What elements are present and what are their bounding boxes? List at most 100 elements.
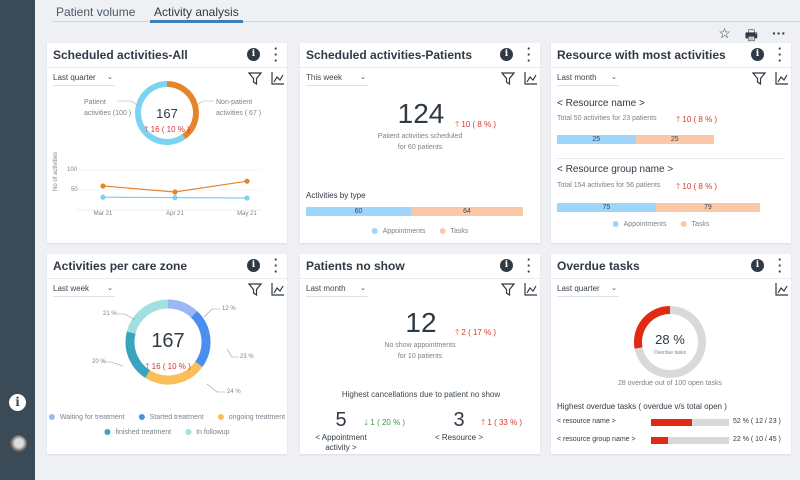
more-vertical-icon[interactable]: · · · xyxy=(777,252,783,279)
subtitle: No show appointments xyxy=(384,342,456,349)
overdue-summary: 28 overdue out of 100 open tasks xyxy=(618,380,722,387)
x-tick: Mar 21 xyxy=(93,211,113,217)
legend-item: Waiting for treatment xyxy=(48,414,125,421)
card-title: Activities per care zone xyxy=(53,259,188,273)
non-patient-label-count: activities ( 67 ) xyxy=(216,110,262,117)
non-patient-label: Non-patient xyxy=(216,99,253,106)
filter-icon[interactable] xyxy=(752,71,766,85)
chevron-down-icon: ⌄ xyxy=(107,285,113,292)
tasks-segment: 64 xyxy=(411,207,523,216)
subtitle: Patient activities scheduled xyxy=(377,133,463,140)
resource-group-total: Total 154 activities for 56 patients xyxy=(557,182,661,189)
appointments-segment: 25 xyxy=(557,135,636,144)
data-point xyxy=(100,194,106,200)
legend-label: Started treatment xyxy=(149,414,204,421)
data-point xyxy=(172,195,178,201)
info-icon[interactable]: i xyxy=(247,48,260,61)
total-value: 12 xyxy=(405,307,437,338)
leader-line xyxy=(196,100,214,106)
tab-bar: Patient volume Activity analysis xyxy=(52,0,800,23)
row-value: 52 % ( 12 / 23 ) xyxy=(733,418,781,425)
legend-item: Appointments xyxy=(371,228,426,235)
print-icon[interactable]: 🖶 xyxy=(744,27,758,43)
filter-icon[interactable] xyxy=(501,71,515,85)
period-value: Last week xyxy=(53,284,90,293)
pct-label: 21 % xyxy=(103,311,117,317)
sidebar: i xyxy=(0,0,35,480)
legend: Appointments Tasks xyxy=(612,221,709,228)
chart-icon[interactable] xyxy=(271,282,285,296)
segment-ongoing-treatment xyxy=(145,361,203,385)
chart-icon[interactable] xyxy=(775,282,789,296)
legend: finished treatment In followup xyxy=(104,429,230,436)
patient-segment xyxy=(135,81,186,145)
data-point xyxy=(244,195,250,201)
chart-icon[interactable] xyxy=(775,71,789,85)
arrow-up-icon: 🡑 xyxy=(481,418,486,427)
resource-name: < Resource name > xyxy=(557,98,645,109)
overdue-segment xyxy=(634,306,671,349)
patient-label-count: activities (100 ) xyxy=(84,110,132,117)
user-avatar[interactable] xyxy=(9,435,27,453)
care-zone-donut xyxy=(103,299,239,393)
period-dropdown[interactable]: This week ⌄ xyxy=(306,71,368,86)
card-care-zone: Activities per care zone i · · · Last week ⌄… xyxy=(47,252,287,454)
card-title: Patients no show xyxy=(306,259,405,273)
row-name: < resource name > xyxy=(557,418,616,425)
chevron-down-icon: ⌄ xyxy=(611,285,617,292)
leader-line xyxy=(117,313,136,321)
more-vertical-icon[interactable]: · · · xyxy=(777,41,783,68)
change-value: 10 ( 8 % ) xyxy=(682,115,718,124)
overdue-progress-bar xyxy=(651,419,729,426)
y-tick: 100 xyxy=(67,167,78,173)
leader-line xyxy=(206,383,225,393)
chart-icon[interactable] xyxy=(524,71,538,85)
period-value: Last quarter xyxy=(557,284,600,293)
more-vertical-icon[interactable]: · · · xyxy=(273,252,279,279)
patient-label: Patient xyxy=(84,99,106,106)
arrow-up-icon: 🡑 xyxy=(455,120,460,129)
star-icon[interactable]: ☆ xyxy=(718,25,731,41)
period-dropdown[interactable]: Last quarter ⌄ xyxy=(53,71,115,86)
info-icon[interactable]: i xyxy=(9,394,26,411)
period-dropdown[interactable]: Last week ⌄ xyxy=(53,282,115,297)
leader-line xyxy=(103,361,124,367)
info-icon[interactable]: i xyxy=(751,259,764,272)
filter-icon[interactable] xyxy=(248,71,262,85)
leader-line xyxy=(117,100,138,106)
legend-label: In followup xyxy=(196,429,230,436)
chart-icon[interactable] xyxy=(271,71,285,85)
tab-patient-volume[interactable]: Patient volume xyxy=(56,5,136,19)
period-dropdown[interactable]: Last month ⌄ xyxy=(306,282,368,297)
legend-item: Appointments xyxy=(612,221,667,228)
resource-bar: 25 25 xyxy=(557,135,714,144)
info-icon[interactable]: i xyxy=(751,48,764,61)
legend-item: Tasks xyxy=(439,228,468,235)
info-icon[interactable]: i xyxy=(500,48,513,61)
chart-icon[interactable] xyxy=(524,282,538,296)
period-dropdown[interactable]: Last quarter ⌄ xyxy=(557,282,619,297)
more-horizontal-icon[interactable]: ··· xyxy=(772,25,786,41)
info-icon[interactable]: i xyxy=(247,259,260,272)
subtitle: for 10 patients xyxy=(397,353,443,360)
data-point xyxy=(172,189,178,195)
period-value: Last month xyxy=(306,284,346,293)
more-vertical-icon[interactable]: · · · xyxy=(526,41,532,68)
y-axis-label: No of activities xyxy=(53,151,59,191)
legend-label: Appointments xyxy=(382,228,426,235)
filter-icon[interactable] xyxy=(501,282,515,296)
more-vertical-icon[interactable]: · · · xyxy=(273,41,279,68)
card-title: Overdue tasks xyxy=(557,259,640,273)
total-value: 124 xyxy=(397,98,445,129)
info-icon[interactable]: i xyxy=(500,259,513,272)
card-no-show: Patients no show i · · · Last month ⌄ 12 🡑 2… xyxy=(300,252,540,454)
resource-group-name: < Resource group name > xyxy=(557,164,674,175)
x-tick: May 21 xyxy=(237,211,257,217)
tab-activity-analysis[interactable]: Activity analysis xyxy=(150,5,243,23)
total-value: 167 xyxy=(156,106,178,121)
more-vertical-icon[interactable]: · · · xyxy=(526,252,532,279)
period-dropdown[interactable]: Last month ⌄ xyxy=(557,71,619,86)
pct-label: 20 % xyxy=(92,359,106,365)
legend-label: Appointments xyxy=(623,221,667,228)
filter-icon[interactable] xyxy=(248,282,262,296)
